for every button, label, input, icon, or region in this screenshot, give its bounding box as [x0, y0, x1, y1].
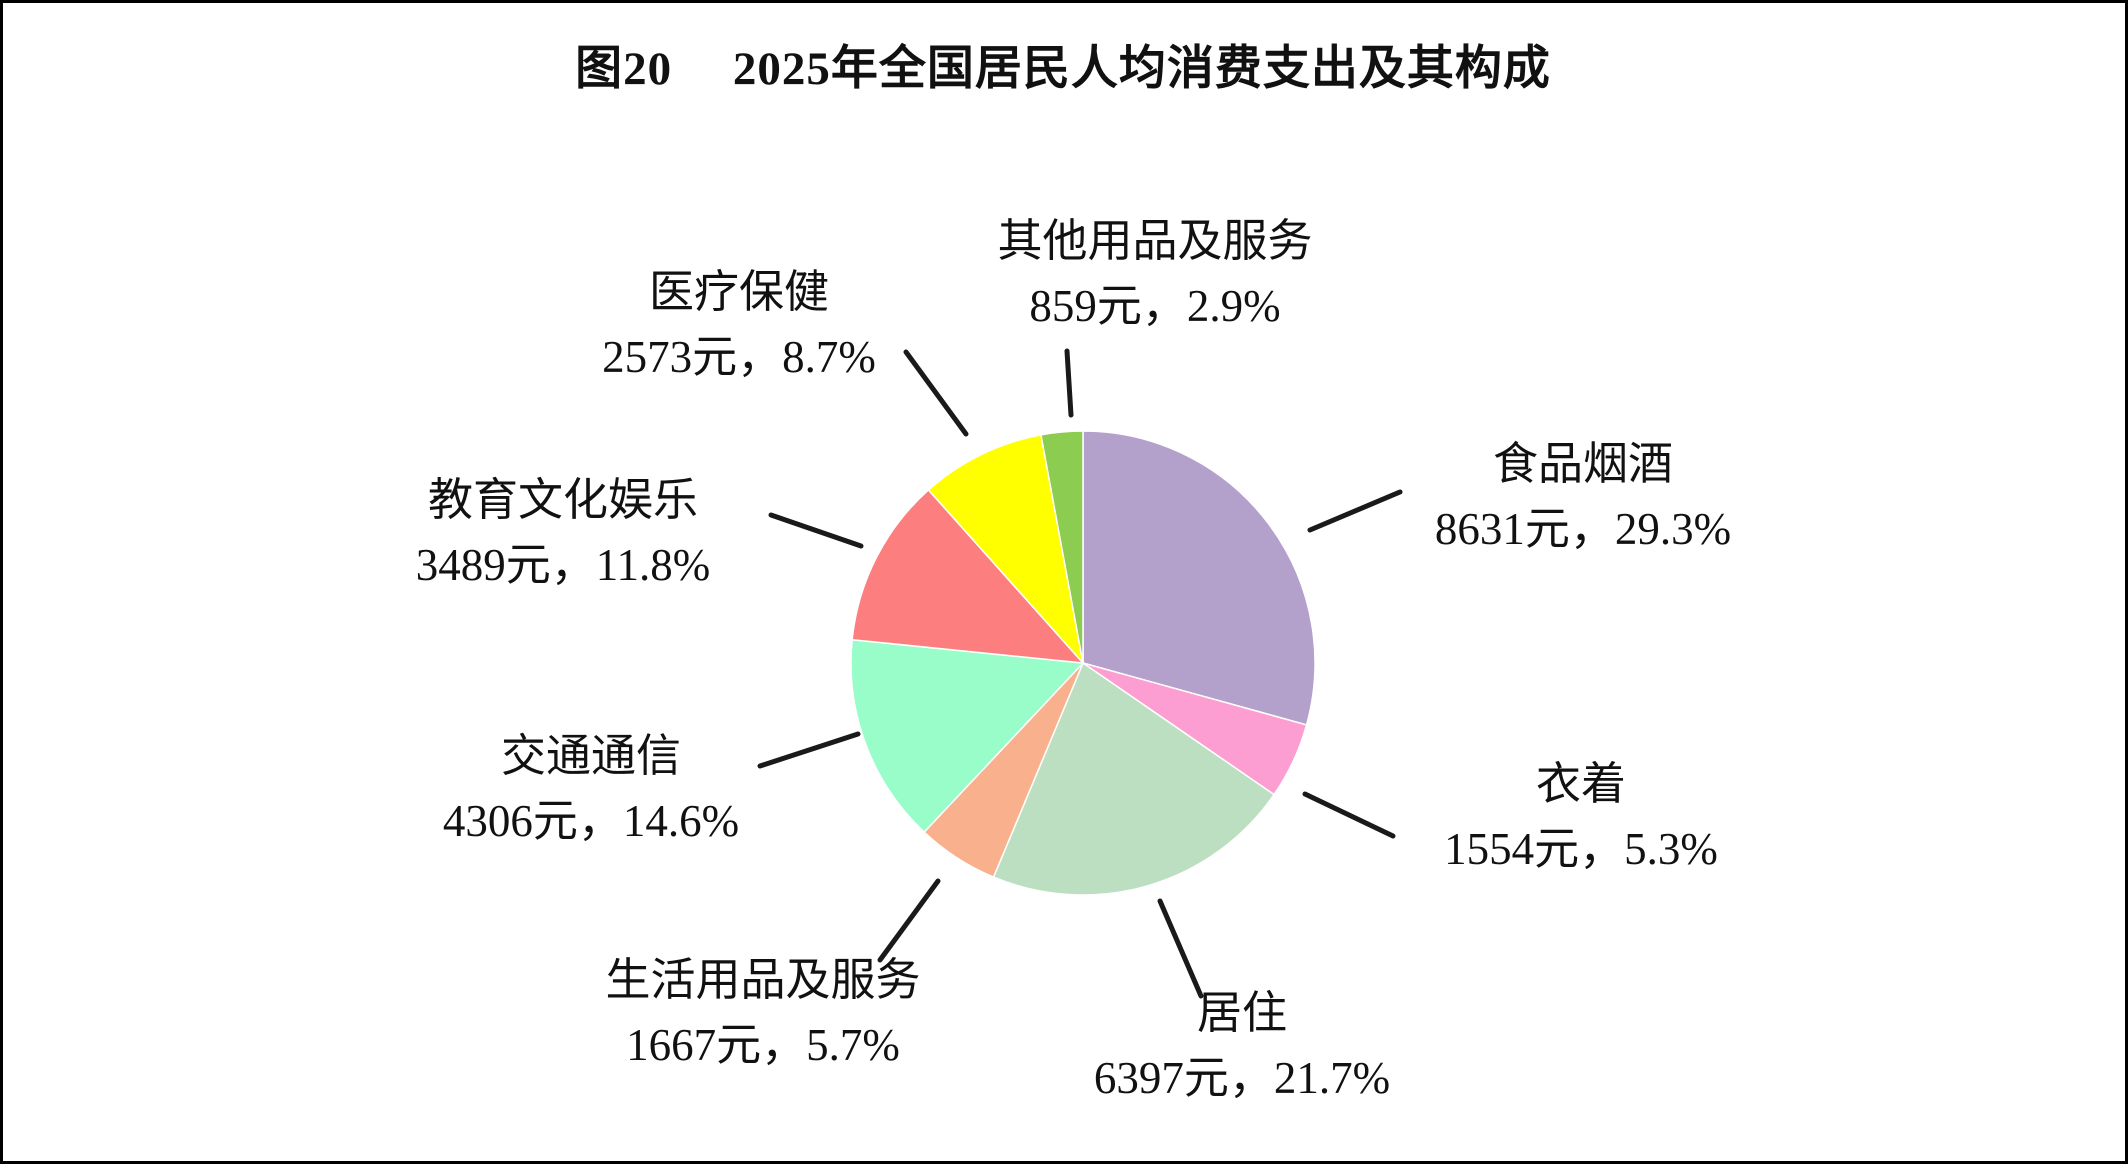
slice-value: 8631元，29.3%	[1434, 504, 1732, 554]
pie-slice-food-tobacco-alcohol	[1082, 430, 1316, 726]
pie-chart-area: 食品烟酒 8631元，29.3% 衣着 1554元，5.3% 居住 6397元，…	[3, 3, 2125, 1161]
slice-value: 4306元，14.6%	[442, 796, 740, 846]
slice-label-food-tobacco-alcohol: 食品烟酒 8631元，29.3%	[1435, 432, 1731, 562]
leader-line-education-culture-entertainment	[768, 512, 864, 549]
slice-label-other-goods-services: 其他用品及服务 859元，2.9%	[997, 209, 1312, 339]
slice-label-clothing: 衣着 1554元，5.3%	[1444, 752, 1718, 882]
pie-slice-education-culture-entertainment	[851, 488, 1085, 664]
pie-slice-other-goods-services	[1040, 430, 1084, 664]
pie-slice-housing	[992, 661, 1276, 896]
leader-line-housing	[1157, 898, 1204, 999]
slice-name: 医疗保健	[648, 267, 829, 317]
slice-label-housing: 居住 6397元，21.7%	[1094, 981, 1390, 1111]
slice-name: 居住	[1196, 988, 1287, 1038]
leader-line-household-goods-services	[877, 878, 941, 963]
leader-line-transport-communication	[757, 731, 861, 769]
slice-value: 1667元，5.7%	[626, 1020, 900, 1070]
leader-line-food-tobacco-alcohol	[1307, 489, 1403, 533]
slice-label-healthcare: 医疗保健 2573元，8.7%	[602, 260, 876, 390]
slice-label-household-goods-services: 生活用品及服务 1667元，5.7%	[605, 948, 920, 1078]
leader-line-other-goods-services	[1064, 348, 1074, 418]
leader-line-healthcare	[903, 349, 969, 437]
figure-title: 图20 2025年全国居民人均消费支出及其构成	[575, 43, 1551, 95]
slice-label-transport-communication: 交通通信 4306元，14.6%	[443, 724, 739, 854]
slice-name: 衣着	[1535, 759, 1626, 809]
slice-name: 其他用品及服务	[997, 216, 1313, 266]
slice-value: 3489元，11.8%	[415, 540, 711, 590]
slice-name: 教育文化娱乐	[427, 475, 699, 525]
slice-name: 食品烟酒	[1492, 439, 1673, 489]
slice-value: 2573元，8.7%	[602, 332, 876, 382]
slice-value: 6397元，21.7%	[1093, 1053, 1391, 1103]
slice-value: 1554元，5.3%	[1444, 824, 1718, 874]
pie-chart	[757, 348, 1403, 999]
pie-slice-healthcare	[927, 433, 1085, 666]
leader-line-clothing	[1302, 791, 1396, 839]
slice-value: 859元，2.9%	[1029, 281, 1281, 331]
slice-name: 交通通信	[500, 731, 681, 781]
pie-slice-transport-communication	[850, 638, 1085, 834]
slice-name: 生活用品及服务	[605, 955, 921, 1005]
slice-label-education-culture-entertainment: 教育文化娱乐 3489元，11.8%	[416, 468, 711, 598]
